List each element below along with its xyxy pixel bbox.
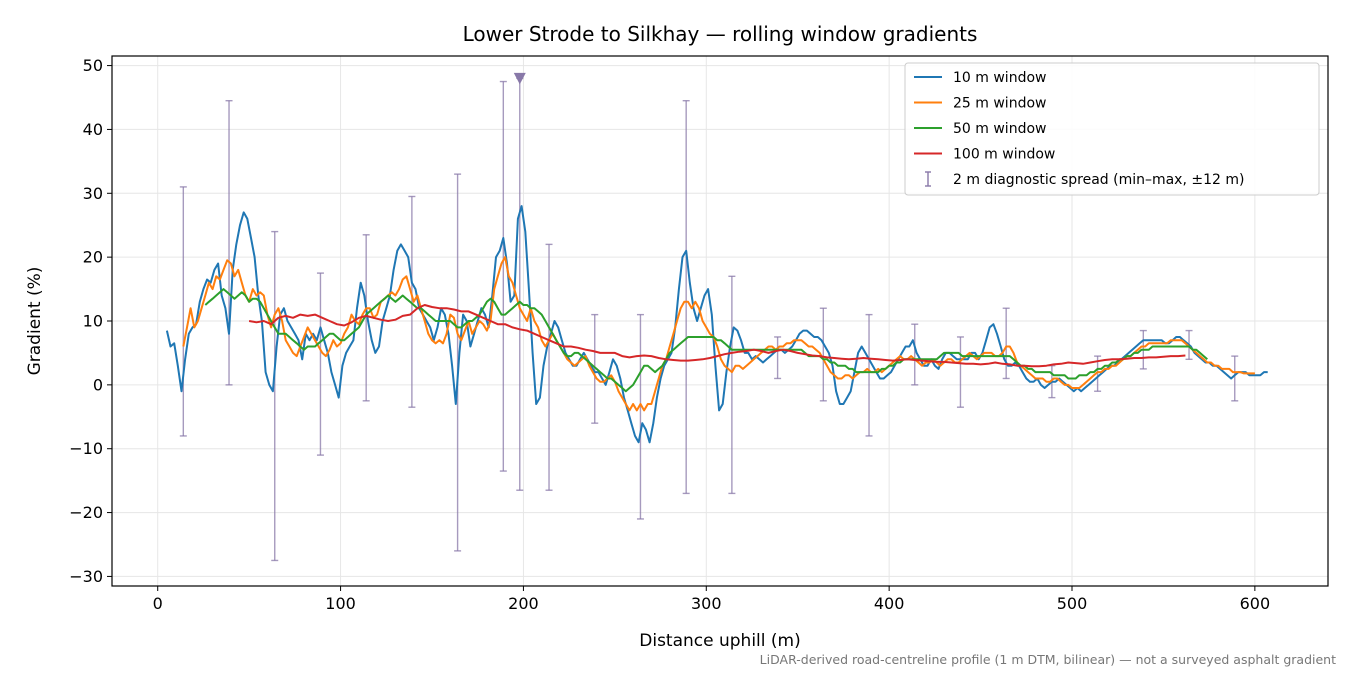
legend-label: 25 m window (953, 96, 1046, 112)
x-axis-label: Distance uphill (m) (639, 631, 800, 651)
series-line-25m-window (182, 256, 1255, 412)
peak-marker-triangle (513, 72, 526, 85)
legend-label: 2 m diagnostic spread (min–max, ±12 m) (953, 172, 1244, 188)
diagnostic-spread-bar (865, 313, 873, 437)
diagnostic-spread-bar (362, 234, 370, 402)
y-tick-label: 10 (83, 312, 103, 331)
legend-label: 50 m window (953, 121, 1046, 137)
diagnostic-spread-bar (225, 99, 233, 386)
series-layer (165, 205, 1268, 444)
y-tick-label: −10 (69, 439, 103, 458)
y-tick-label: −20 (69, 503, 103, 522)
diagnostic-spread-bar (682, 99, 690, 495)
y-tick-label: 20 (83, 248, 103, 267)
series-line-50m-window (204, 288, 1208, 393)
x-tick-label: 500 (1057, 594, 1088, 613)
legend-item: 10 m window (914, 70, 1046, 86)
x-tick-label: 400 (874, 594, 905, 613)
y-axis-label: Gradient (%) (25, 267, 45, 376)
diagnostic-spread-bar (499, 80, 507, 472)
legend-item: 100 m window (914, 147, 1055, 163)
diagnostic-spread-bar (728, 275, 736, 495)
diagnostic-spread-bar (774, 336, 782, 380)
y-tick-label: 0 (93, 375, 103, 394)
legend-label: 100 m window (953, 147, 1055, 163)
marker-layer (513, 72, 526, 85)
chart-title: Lower Strode to Silkhay — rolling window… (463, 22, 978, 46)
diagnostic-spread-bar (1231, 355, 1239, 402)
diagnostic-spread-bar (271, 230, 279, 562)
legend-item: 50 m window (914, 121, 1046, 137)
diagnostic-spread-bar (911, 323, 919, 386)
series-line-100m-window (248, 304, 1186, 368)
x-tick-label: 0 (153, 594, 163, 613)
legend-label: 10 m window (953, 70, 1046, 86)
x-tick-label: 300 (691, 594, 722, 613)
diagnostic-spread-bar (516, 77, 524, 491)
x-tick-label: 200 (508, 594, 539, 613)
y-tick-label: 50 (83, 56, 103, 75)
diagnostic-spread-bar (819, 307, 827, 402)
series-line-10m-window (165, 205, 1268, 444)
y-tick-label: −30 (69, 567, 103, 586)
diagnostic-spread-bar (179, 186, 187, 437)
legend-item: 2 m diagnostic spread (min–max, ±12 m) (925, 171, 1244, 188)
x-tick-label: 100 (325, 594, 356, 613)
legend: 10 m window 25 m window 50 m window 100 m w… (904, 62, 1320, 196)
diagnostic-spread-bar (636, 313, 644, 520)
x-tick-label: 600 (1240, 594, 1271, 613)
diagnostic-spread-bar (956, 336, 964, 408)
diagnostic-spread-bar (1002, 307, 1010, 380)
legend-item: 25 m window (914, 96, 1046, 112)
y-tick-label: 40 (83, 120, 103, 139)
footnote: LiDAR-derived road-centreline profile (1… (760, 652, 1336, 667)
diagnostic-spread-bar (545, 243, 553, 491)
errorbar-layer (179, 77, 1239, 562)
diagnostic-spread-bar (316, 272, 324, 456)
legend-box (904, 62, 1320, 196)
axis-ticks: 0 100 200 300 400 500 600 −30 −20 −10 0 10 20 30 40 50 (69, 56, 1270, 613)
diagnostic-spread-bar (408, 195, 416, 408)
diagnostic-spread-bar (454, 173, 462, 552)
y-tick-label: 30 (83, 184, 103, 203)
diagnostic-spread-bar (591, 313, 599, 424)
